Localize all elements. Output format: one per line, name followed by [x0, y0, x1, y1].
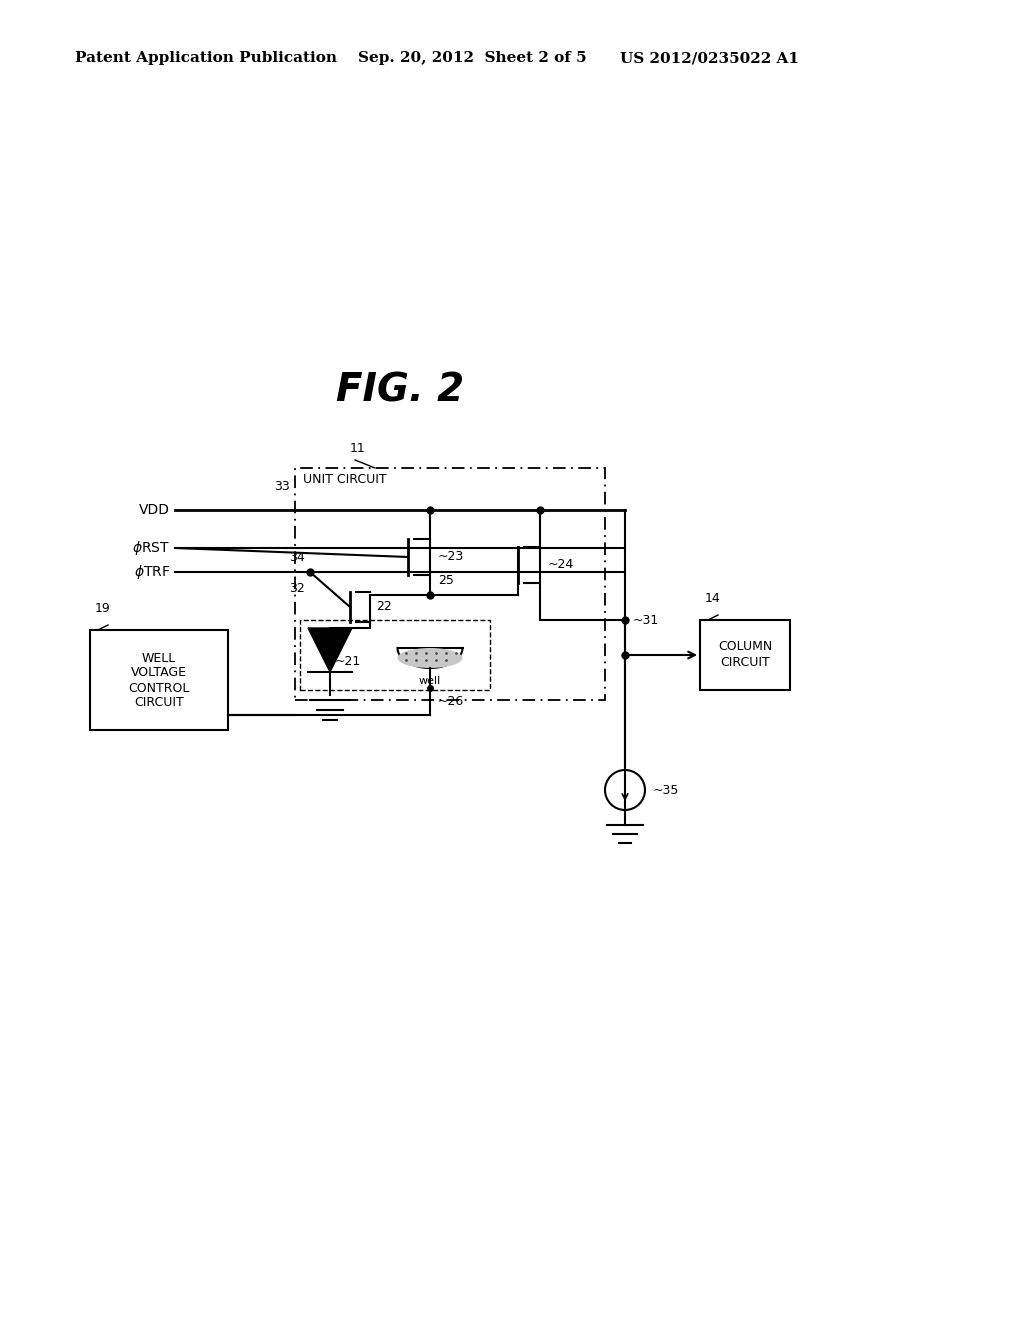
- Text: $\phi$RST: $\phi$RST: [132, 539, 170, 557]
- Text: ~21: ~21: [335, 655, 361, 668]
- Text: 11: 11: [350, 442, 366, 455]
- Text: VDD: VDD: [139, 503, 170, 517]
- Text: ~31: ~31: [633, 614, 659, 627]
- Text: ~24: ~24: [548, 558, 574, 572]
- Text: 14: 14: [705, 591, 721, 605]
- Bar: [700, 620, 790, 690]
- Text: CONTROL: CONTROL: [128, 681, 189, 694]
- Text: CIRCUIT: CIRCUIT: [720, 656, 770, 669]
- Bar: [295, 469, 605, 700]
- Polygon shape: [308, 628, 352, 672]
- Text: 32: 32: [289, 582, 305, 595]
- Text: VOLTAGE: VOLTAGE: [131, 667, 187, 680]
- Text: ~23: ~23: [438, 550, 464, 564]
- Text: UNIT CIRCUIT: UNIT CIRCUIT: [303, 473, 387, 486]
- Bar: [300, 620, 490, 690]
- Text: $\phi$TRF: $\phi$TRF: [133, 564, 170, 581]
- Text: 33: 33: [274, 480, 290, 492]
- Text: 22: 22: [376, 601, 392, 614]
- Text: FIG. 2: FIG. 2: [336, 371, 464, 409]
- Text: ~26: ~26: [438, 696, 464, 708]
- Text: well: well: [419, 676, 441, 686]
- Text: WELL: WELL: [142, 652, 176, 664]
- Text: CIRCUIT: CIRCUIT: [134, 697, 184, 710]
- Text: Sep. 20, 2012  Sheet 2 of 5: Sep. 20, 2012 Sheet 2 of 5: [358, 51, 587, 65]
- Text: Patent Application Publication: Patent Application Publication: [75, 51, 337, 65]
- Ellipse shape: [397, 648, 463, 668]
- Bar: [90, 630, 228, 730]
- Text: 25: 25: [438, 574, 454, 587]
- Text: 34: 34: [289, 550, 305, 564]
- Text: COLUMN: COLUMN: [718, 640, 772, 653]
- Text: ~35: ~35: [653, 784, 679, 796]
- Text: US 2012/0235022 A1: US 2012/0235022 A1: [620, 51, 799, 65]
- Text: 19: 19: [95, 602, 111, 615]
